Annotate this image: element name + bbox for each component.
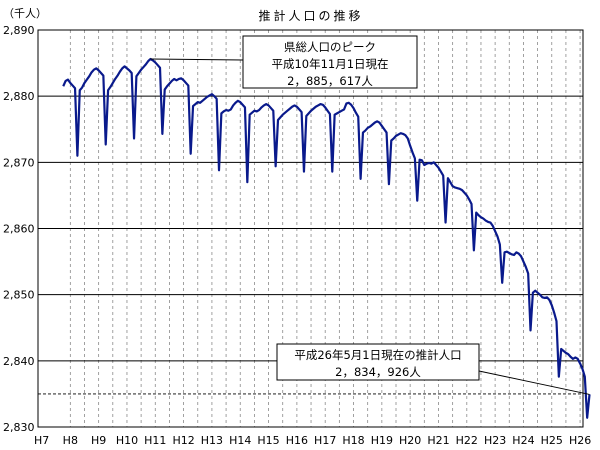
x-tick-label: H9 [91, 434, 106, 447]
x-tick-label: H13 [201, 434, 223, 447]
major-gridlines [38, 95, 583, 362]
y-tick-label: 2,850 [3, 289, 35, 302]
y-tick-label: 2,870 [3, 156, 35, 169]
x-tick-label: H21 [427, 434, 449, 447]
x-tick-label: H12 [172, 434, 194, 447]
x-tick-label: H26 [569, 434, 591, 447]
y-tick-label: 2,840 [3, 355, 35, 368]
x-tick-label: H16 [286, 434, 308, 447]
x-tick-label: H23 [484, 434, 506, 447]
x-tick-label: H25 [541, 434, 563, 447]
x-tick-label: H24 [512, 434, 534, 447]
x-tick-label: H18 [342, 434, 364, 447]
x-tick-label: H20 [399, 434, 421, 447]
callout-leader-line [478, 370, 590, 395]
x-tick-label: H19 [371, 434, 393, 447]
callout-text: 県総人口のピーク [284, 40, 376, 54]
x-tick-label: H17 [314, 434, 336, 447]
x-tick-label: H15 [257, 434, 279, 447]
x-tick-label: H11 [144, 434, 166, 447]
callout-leader-line [150, 58, 244, 61]
y-tick-label: 2,860 [3, 223, 35, 236]
plot-area-frame [37, 29, 584, 428]
y-tick-label: 2,890 [3, 24, 35, 37]
chart-title: 推計人口の推移 [258, 8, 363, 23]
y-axis-tick-labels: 2,830 2,840 2,850 2,860 2,870 2,880 2,890 [3, 24, 35, 434]
x-tick-label: H14 [229, 434, 251, 447]
callout-box [242, 35, 418, 89]
callout-text: 平成26年5月1日現在の推計人口 [294, 348, 461, 362]
y-tick-label: 2,880 [3, 90, 35, 103]
x-tick-label: H10 [116, 434, 138, 447]
callout-box [276, 343, 480, 381]
x-tick-label: H8 [63, 434, 78, 447]
callout-text: 平成10年11月1日現在 [271, 57, 388, 71]
x-tick-label: H7 [34, 434, 49, 447]
x-axis-tick-labels: H7 H8 H9 H10 H11 H12 H13 H14 H15 H16 H17 H18 H19 H20 H… [34, 434, 591, 447]
callout-text: 2，885，617人 [287, 74, 373, 88]
y-tick-label: 2,830 [3, 421, 35, 434]
y-axis-unit-label: （千人） [3, 7, 47, 20]
callout-text: 2，834，926人 [335, 365, 421, 379]
x-tick-label: H22 [456, 434, 478, 447]
